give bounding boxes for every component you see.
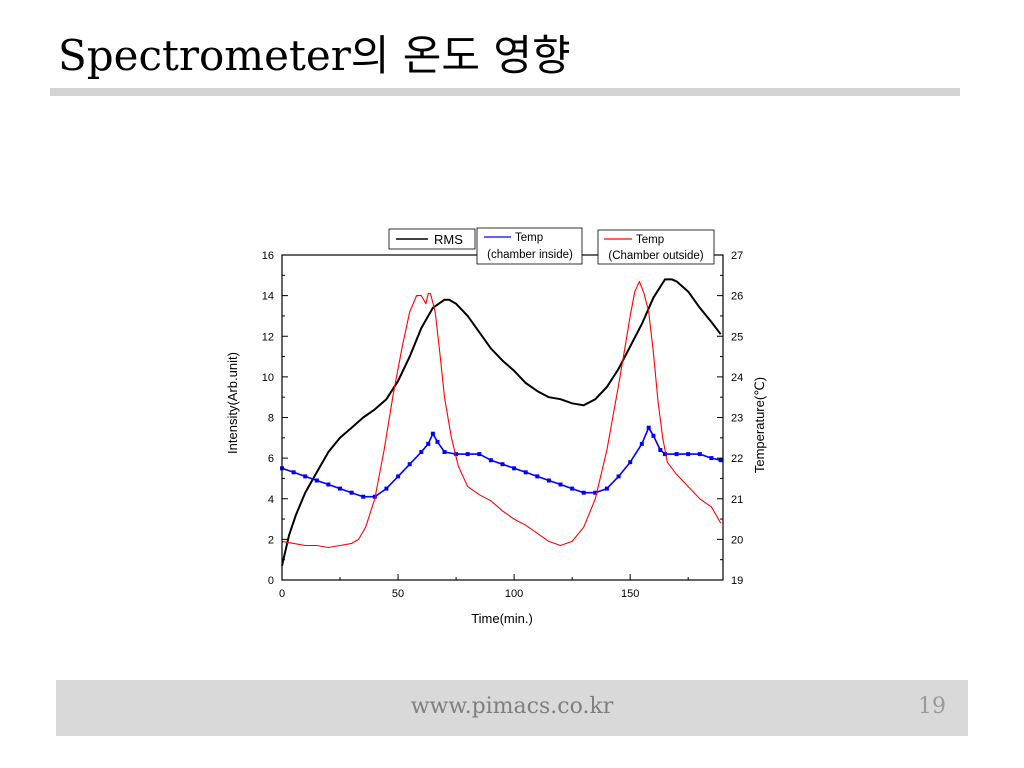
temp-inside-point [442,450,447,454]
temp-inside-point [593,490,598,495]
x-tick-label: 0 [279,588,285,600]
y-left-tick-label: 14 [262,291,274,303]
temp-inside-point [570,486,575,491]
rms-line [281,278,722,567]
temp-inside-point [430,431,435,436]
temp-inside-point [674,452,679,457]
temp-inside-point [291,470,296,475]
temp-inside-point [454,452,459,457]
plot-layer [280,278,723,567]
temp-inside-point [419,450,424,454]
temp-inside-point [616,474,621,479]
temp-inside-point [384,486,389,491]
temp-inside-point [604,486,609,491]
x-tick-label: 150 [621,588,639,600]
legend-rms: RMS [388,228,476,250]
x-axis-label: Time(min.) [471,611,533,626]
temp-inside-point [303,474,308,479]
temp-inside-point [512,466,517,471]
y-right-tick-label: 24 [731,372,743,384]
y-right-tick-label: 25 [731,331,743,343]
temp-inside-point [338,486,342,491]
temp-inside-point [646,425,651,430]
legend-temp-inside-label-2: (chamber inside) [487,249,573,261]
legend-temp-outside-label-1: Temp [636,234,664,246]
temp-inside-point [718,458,723,463]
y-left-tick-label: 8 [268,413,274,425]
chart: 0 50 100 1500246810121416192021222324252627… [225,227,767,626]
temp-inside-point [697,452,702,457]
axes-layer [281,254,724,581]
y-right-tick-label: 21 [731,494,743,506]
temp-inside-point [663,452,667,457]
x-tick-label: 100 [505,588,523,600]
y-left-tick-label: 0 [268,575,274,587]
y-left-tick-label: 16 [262,250,274,262]
legend-rms-box [388,228,476,250]
temp-inside-point [326,482,331,487]
temp-inside-point [686,452,691,457]
y-left-tick-label: 2 [268,534,274,546]
y-right-tick-label: 22 [731,453,743,465]
temp-inside-point [535,474,540,479]
title-rule [50,88,960,96]
y-right-tick-label: 20 [731,534,743,546]
x-tick-label: 50 [392,588,404,600]
temp-inside-point [488,458,493,463]
legend-temp-inside-box [476,227,583,265]
y-left-tick-label: 12 [262,331,274,343]
temp-inside-point [709,456,714,461]
temp-inside-point [361,494,366,499]
temp-inside-point [465,452,470,457]
temp-outside-line [281,280,722,549]
temp-inside-point [426,441,431,446]
temp-inside-point [658,448,663,452]
footer-url: www.pimacs.co.kr [410,694,614,719]
temp-inside-point [349,490,354,495]
slide-title: Spectrometer의 온도 영향 [58,31,571,80]
temp-inside-point [477,452,482,457]
y-axis-left-label: Intensity(Arb.unit) [225,352,240,454]
temp-inside-point [651,433,656,438]
legend-temp-outside: Temp (Chamber outside) [597,229,715,265]
temp-inside-point [558,482,563,487]
legend-rms-label: RMS [434,232,463,247]
temp-inside-point [407,462,412,467]
y-right-tick-label: 19 [731,575,743,587]
legend-temp-inside-label-1: Temp [515,232,543,244]
legend-temp-outside-box [597,229,715,265]
legend-temp-outside-label-2: (Chamber outside) [608,250,703,262]
y-right-tick-label: 23 [731,413,743,425]
temp-inside-point [628,460,633,465]
y-right-tick-label: 26 [731,291,743,303]
page-number: 19 [918,694,946,719]
temp-inside-point [435,439,440,444]
temp-inside-point [396,474,401,479]
temp-inside-point [500,462,505,467]
y-axis-right-label: Temperature(℃) [752,377,767,473]
temp-inside-point [523,470,528,475]
legend-temp-inside: Temp (chamber inside) [476,227,583,265]
plot-frame [281,254,724,581]
y-left-tick-label: 6 [268,453,274,465]
temp-inside-point [639,441,644,446]
y-right-tick-label: 27 [731,250,743,262]
y-left-tick-label: 4 [268,494,274,506]
temp-inside-point [581,490,586,495]
temp-inside-point [314,478,319,483]
footer-bar: www.pimacs.co.kr 19 [56,680,968,736]
temp-inside-point [546,478,551,483]
y-left-tick-label: 10 [262,372,274,384]
